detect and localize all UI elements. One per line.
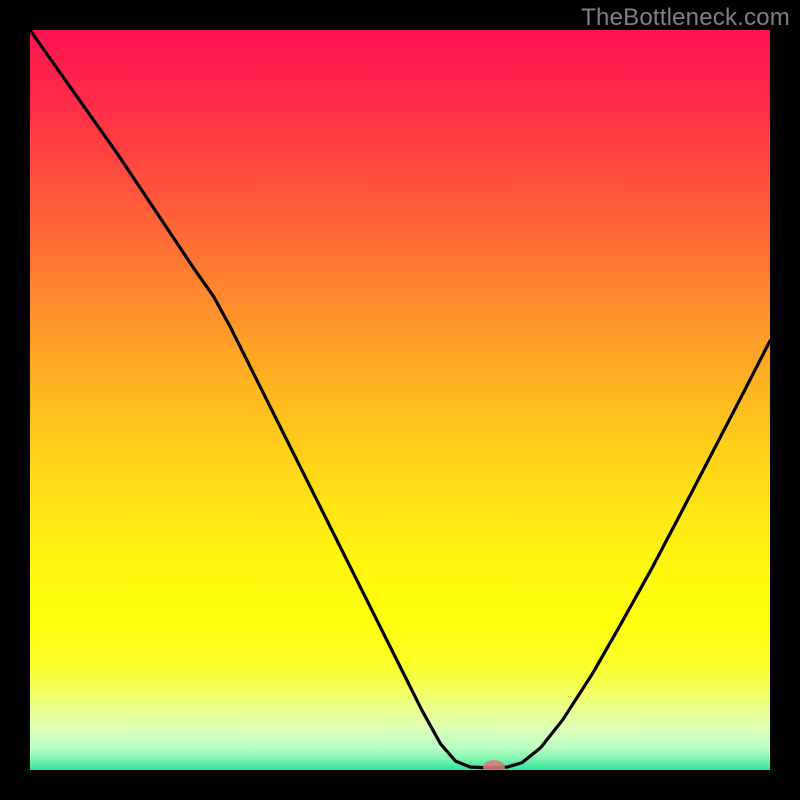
plot-area — [30, 30, 770, 774]
frame-border — [770, 0, 800, 800]
watermark-label: TheBottleneck.com — [581, 4, 790, 32]
frame-border — [0, 0, 30, 800]
bottleneck-chart: TheBottleneck.com — [0, 0, 800, 800]
gradient-background — [30, 30, 770, 770]
chart-svg — [0, 0, 800, 800]
frame-border — [0, 770, 800, 800]
